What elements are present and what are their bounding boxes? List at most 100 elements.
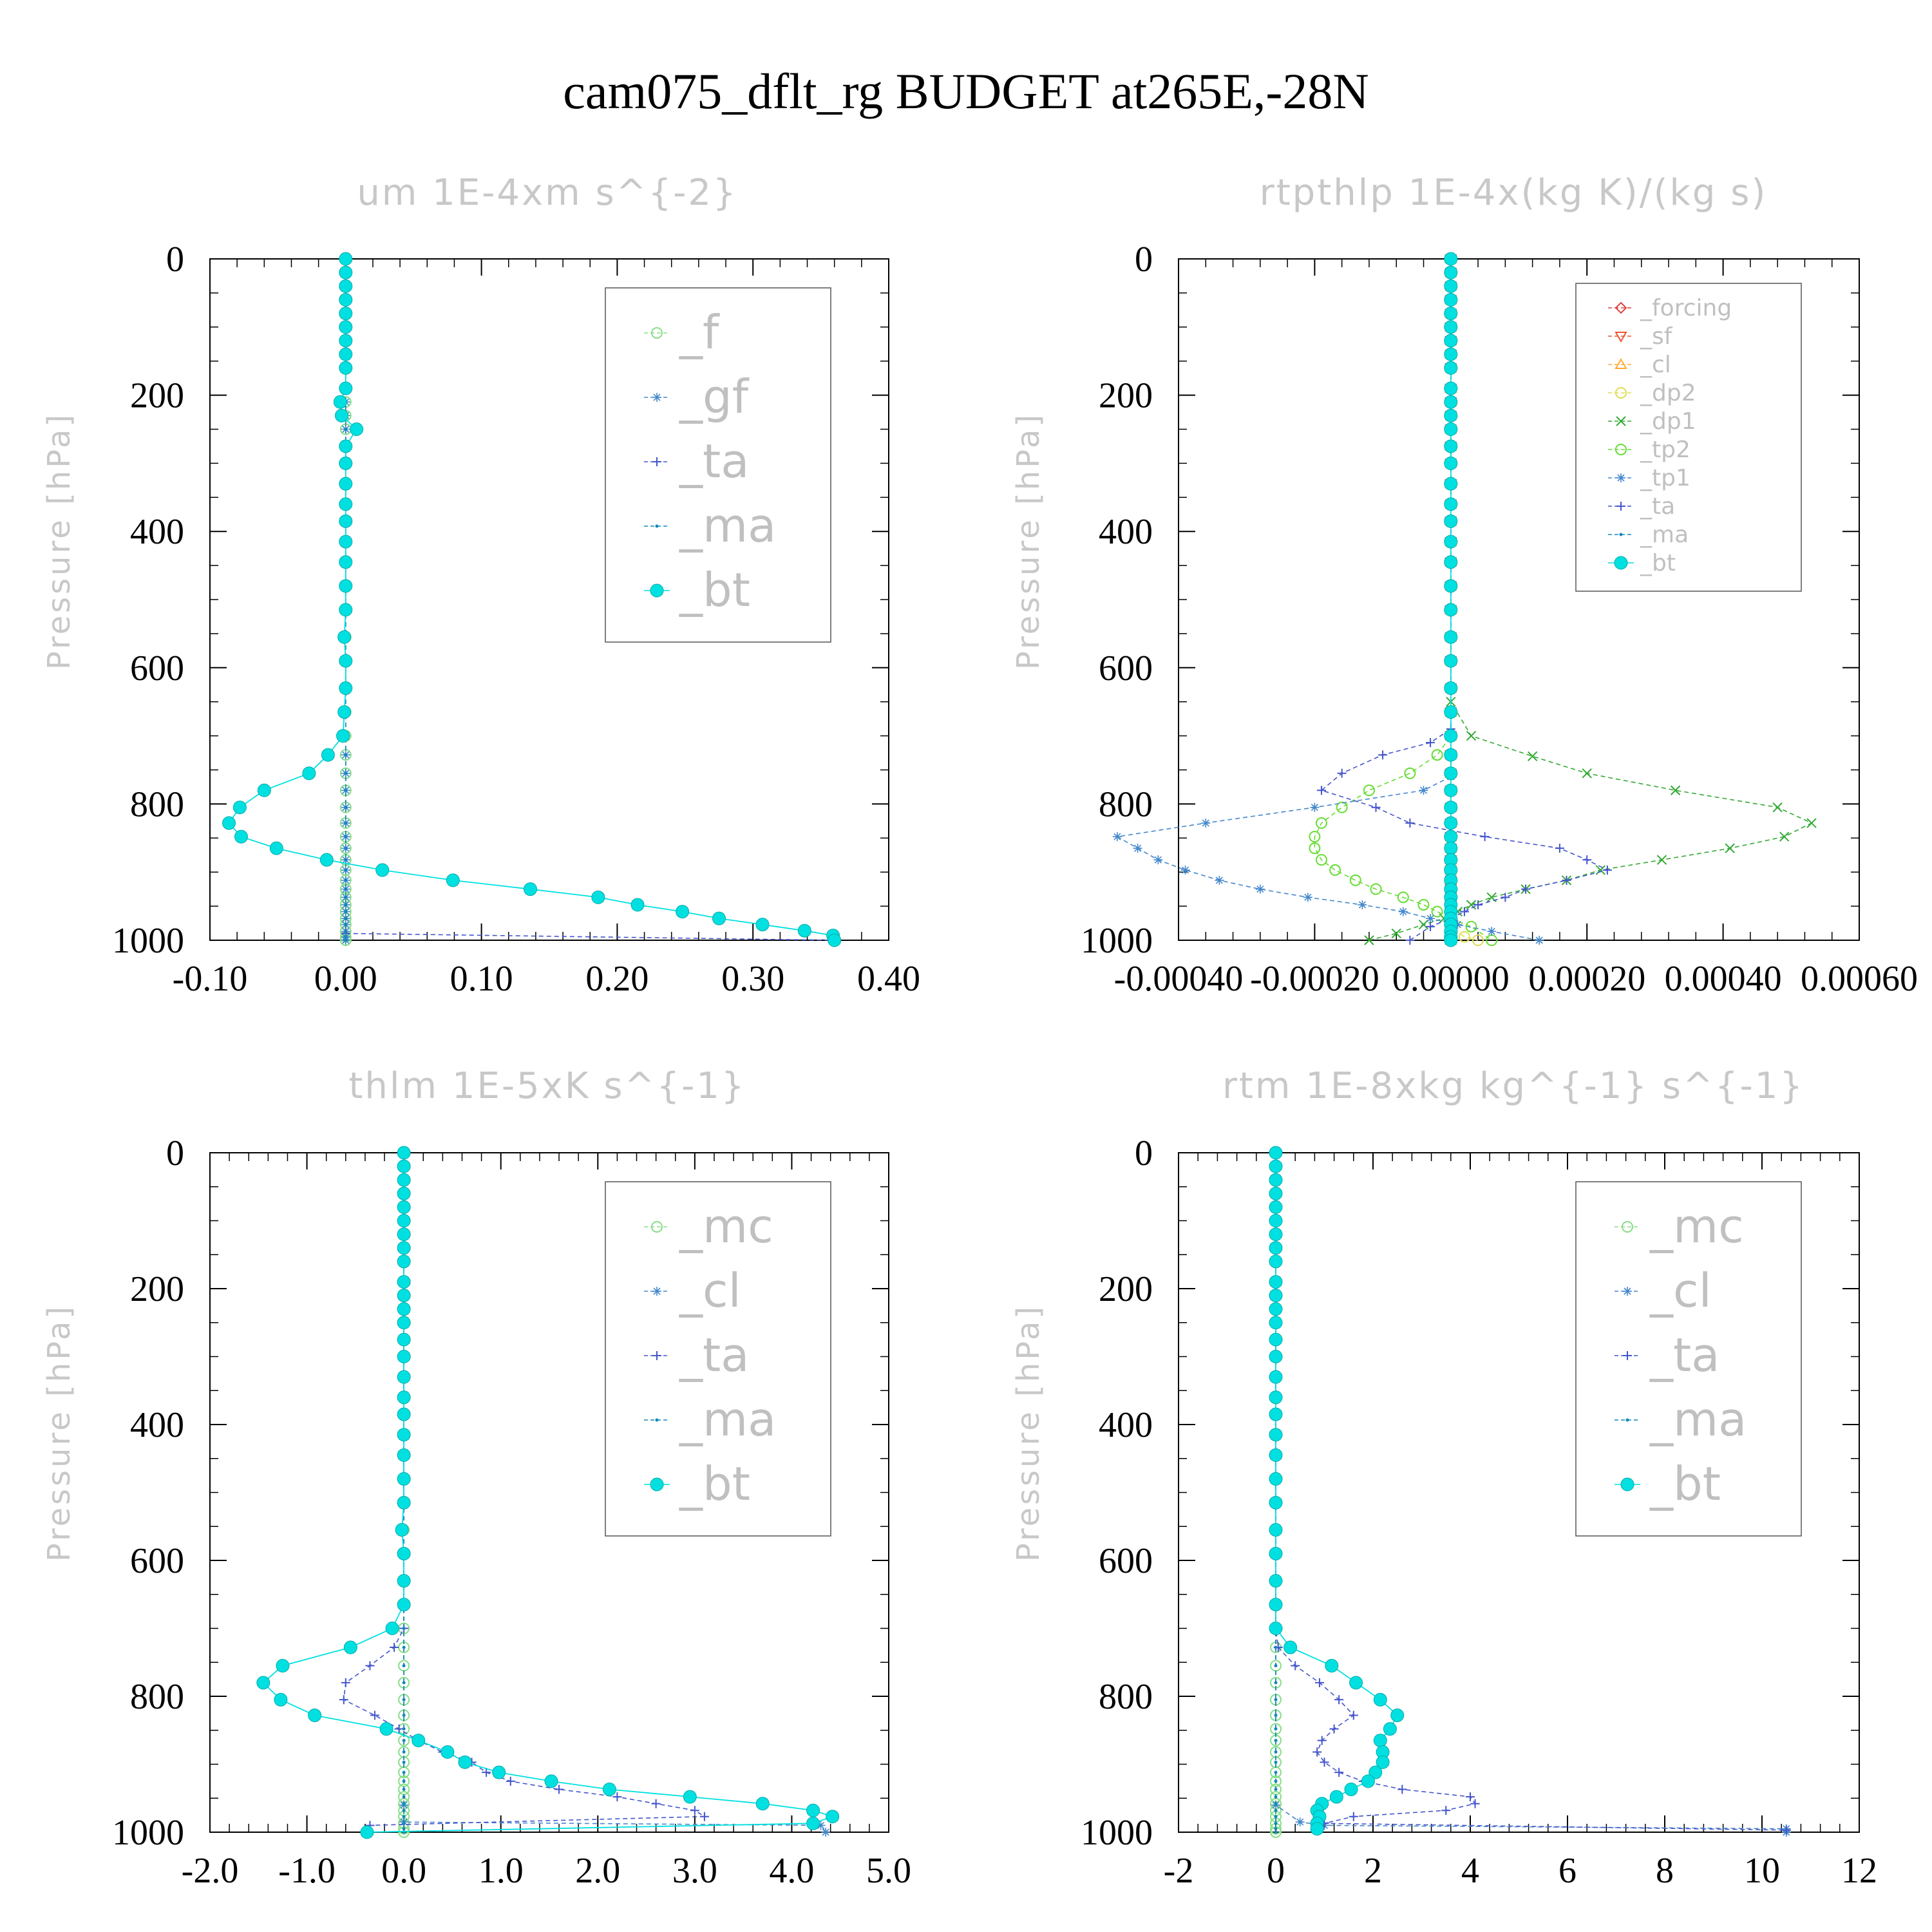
legend-marker	[1615, 387, 1627, 399]
data-point	[412, 1734, 426, 1748]
data-point	[1337, 768, 1347, 778]
x-tick-label: -2.0	[182, 1851, 239, 1891]
data-point	[806, 1816, 820, 1830]
panel-title: rtm 1E-8xkg kg^{-1} s^{-1}	[1222, 1065, 1804, 1107]
data-point	[1444, 477, 1458, 491]
data-point	[1465, 920, 1477, 933]
data-point	[1444, 395, 1458, 409]
data-point	[1555, 844, 1564, 853]
data-point	[344, 772, 348, 775]
data-point	[797, 923, 811, 938]
data-point	[1274, 1714, 1278, 1718]
panel-thlm: thlm 1E-5xK s^{-1} Pressure [hPa] 0 200 40…	[41, 1065, 911, 1891]
data-point	[394, 1724, 404, 1734]
legend-label: _ma	[679, 1392, 776, 1446]
data-point	[302, 766, 316, 781]
legend-marker	[1623, 1287, 1632, 1296]
data-point	[1426, 738, 1435, 748]
data-point	[1602, 866, 1612, 875]
x-tick-label: 3.0	[672, 1851, 717, 1891]
y-tick-label: 0	[166, 240, 184, 279]
data-point	[397, 1448, 411, 1462]
data-point	[1390, 1709, 1405, 1723]
data-point	[1383, 1722, 1397, 1736]
data-point	[755, 1797, 770, 1811]
data-point	[1444, 603, 1458, 617]
data-point	[344, 935, 348, 939]
data-point	[1670, 785, 1681, 795]
data-point	[1426, 922, 1435, 931]
data-point	[397, 1316, 411, 1330]
data-point	[1312, 1747, 1322, 1757]
data-point	[1112, 832, 1122, 842]
data-point	[402, 1770, 406, 1774]
data-point	[339, 265, 353, 279]
y-tick-label: 600	[130, 649, 184, 688]
panel-rtm: rtm 1E-8xkg kg^{-1} s^{-1} Pressure [hPa…	[1010, 1065, 1877, 1891]
data-point	[1269, 1200, 1283, 1214]
legend-label: _mc	[679, 1199, 773, 1253]
legend-label: _bt	[1640, 550, 1676, 576]
data-point	[1269, 1274, 1283, 1289]
legend-label: _ma	[1649, 1392, 1747, 1446]
legend-marker	[650, 1477, 664, 1492]
legend-label: _ma	[1640, 522, 1689, 548]
data-point	[1370, 883, 1382, 895]
data-point	[1472, 934, 1484, 946]
data-point	[1444, 654, 1458, 668]
data-point	[1334, 1768, 1344, 1777]
data-point	[1444, 381, 1458, 395]
data-point	[1444, 514, 1458, 528]
data-point	[339, 514, 353, 528]
data-point	[402, 1788, 406, 1792]
data-point	[1458, 931, 1470, 943]
data-point	[397, 1370, 411, 1384]
data-point	[523, 882, 537, 896]
data-point	[397, 1495, 411, 1510]
data-point	[1373, 1692, 1387, 1707]
series-line	[1115, 259, 1540, 941]
data-point	[397, 1241, 411, 1255]
data-point	[554, 1785, 564, 1794]
data-point	[1269, 1289, 1283, 1303]
legend-marker	[652, 1351, 661, 1360]
data-point	[1444, 555, 1458, 569]
data-point	[1444, 292, 1458, 307]
y-tick-label: 400	[1099, 1405, 1153, 1445]
legend-label: _forcing	[1640, 295, 1732, 321]
data-point	[385, 1622, 399, 1635]
data-point	[1317, 1736, 1327, 1745]
data-point	[1444, 630, 1458, 644]
data-point	[1371, 802, 1381, 812]
data-point	[344, 821, 348, 825]
legend-marker	[652, 393, 661, 402]
data-point	[1349, 874, 1361, 886]
legend-label: _ta	[1640, 493, 1675, 520]
data-point	[1373, 1734, 1387, 1748]
data-point	[712, 911, 726, 925]
data-point	[1405, 936, 1415, 945]
data-point	[1329, 864, 1341, 876]
data-point	[344, 788, 348, 792]
legend-marker	[1623, 1351, 1632, 1360]
data-point	[1269, 1227, 1283, 1242]
x-tick-label: 0.40	[857, 959, 920, 999]
data-point	[1269, 1159, 1283, 1173]
data-point	[826, 1810, 840, 1824]
data-point	[1274, 1827, 1278, 1831]
data-point	[1358, 900, 1367, 909]
data-point	[1444, 422, 1458, 436]
data-point	[806, 1803, 820, 1817]
data-point	[1405, 819, 1415, 828]
x-tick-label: 0.0	[381, 1851, 426, 1891]
data-point	[402, 1681, 406, 1685]
y-axis-label: Pressure [hPa]	[1010, 1304, 1046, 1562]
data-point	[1153, 855, 1163, 865]
data-point	[1316, 786, 1326, 795]
data-point	[1315, 817, 1327, 829]
data-point	[1274, 1830, 1278, 1834]
data-point	[402, 1645, 406, 1649]
data-point	[337, 705, 352, 719]
data-point	[397, 1274, 411, 1289]
data-point	[1444, 800, 1458, 815]
